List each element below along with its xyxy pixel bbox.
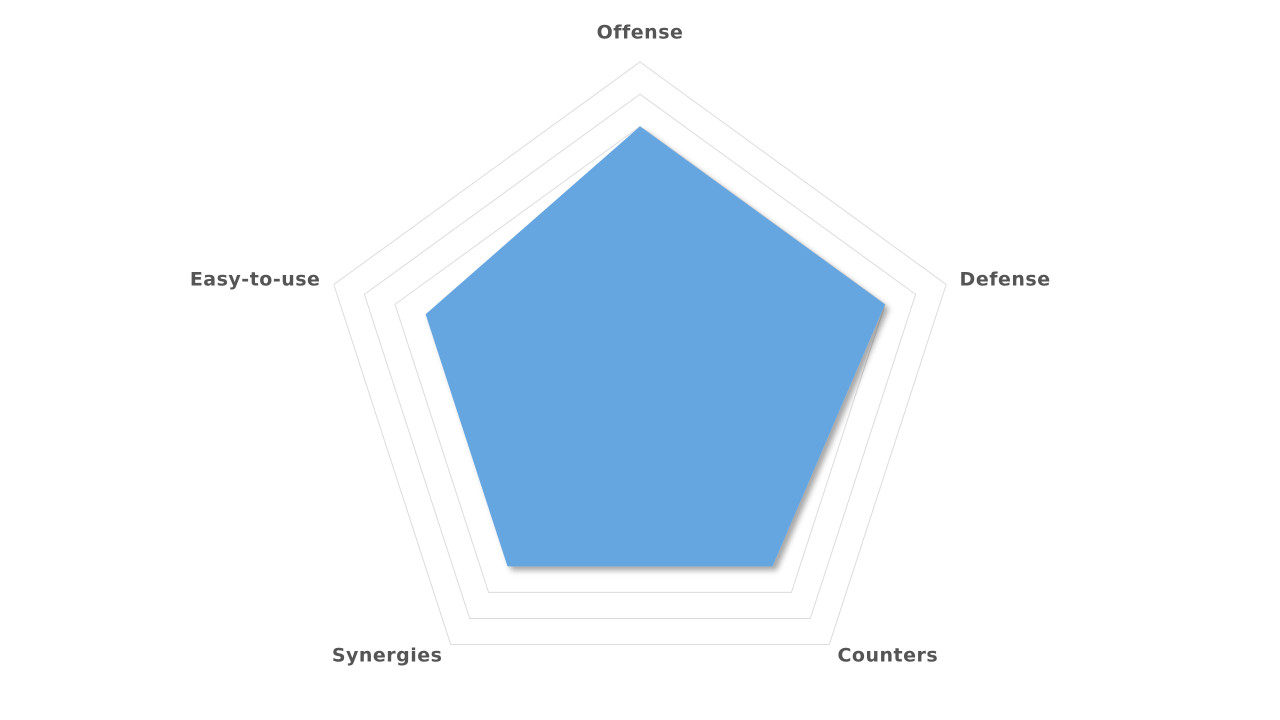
data-area bbox=[425, 126, 885, 567]
grid-ring bbox=[363, 93, 917, 619]
grid-ring bbox=[394, 125, 886, 593]
axis-label: Easy-to-use bbox=[190, 269, 321, 291]
grid-ring bbox=[333, 61, 947, 645]
axis-label: Offense bbox=[597, 22, 684, 44]
axis-label: Defense bbox=[960, 269, 1051, 291]
axis-label: Synergies bbox=[332, 644, 443, 666]
axis-label: Counters bbox=[837, 644, 938, 666]
